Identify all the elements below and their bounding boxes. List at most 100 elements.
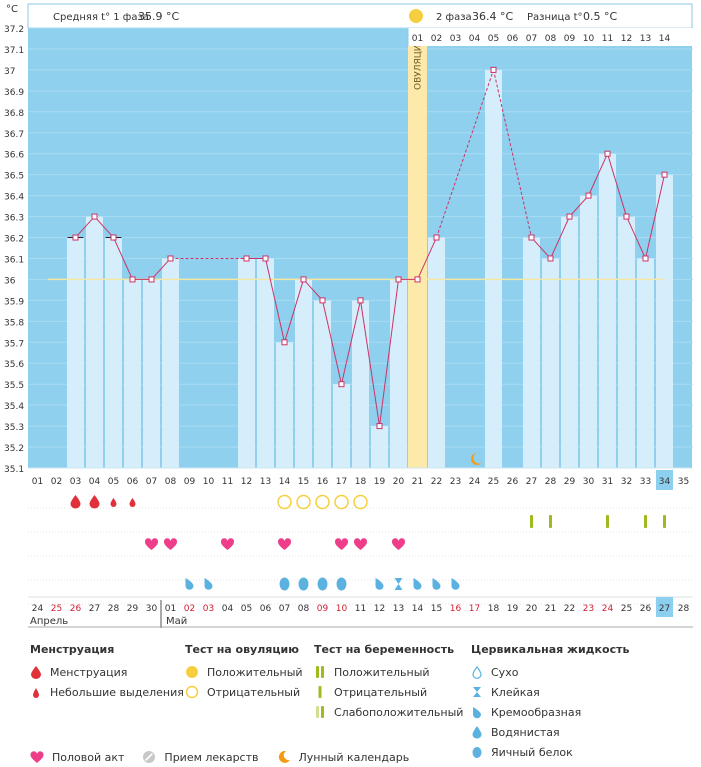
pregnancy-test-negative [606,515,609,528]
date-axis: 24 25 26 27 28 29 30 01 02 03 04 05 06 07 08 09 10 11 12 13… [28,596,693,628]
cervical-creamy [375,578,384,590]
temperature-point [91,213,98,220]
cycle-day-label: 13 [260,477,271,487]
temperature-bar [238,258,255,468]
cycle-day-label: 22 [431,477,442,487]
y-tick-label: 35.2 [4,444,24,454]
date-label: 13 [393,604,404,614]
temperature-segment [531,237,551,259]
date-label: 18 [488,604,500,614]
temperature-segment [550,216,570,259]
interpolated-segment [436,69,494,238]
legend-label: Отрицательный [207,685,301,699]
interpolated-segment [493,69,532,238]
legend-label: Положительный [334,665,430,679]
legend-ovulation-test: Тест на овуляцию Положительный Отрицател… [185,643,303,702]
temperature-line [75,69,665,427]
temperature-segment [75,216,95,238]
y-tick-label: 35.1 [4,465,24,475]
temperature-segment [588,153,608,196]
intercourse-heart [220,538,235,550]
temperature-segment [417,237,437,280]
date-label: 10 [336,604,348,614]
legend-menstruation: Менструация Менструация Небольшие выделе… [30,643,184,702]
cycle-day-label: 21 [412,477,423,487]
temperature-point [661,171,668,178]
temperature-point [414,276,421,283]
date-label: 21 [545,604,556,614]
cycle-day-label: 20 [393,477,405,487]
temperature-bar [580,195,597,468]
y-tick-label: 36.4 [4,193,24,203]
date-label: 06 [260,604,272,614]
temperature-bar [86,216,103,468]
y-tick-label: 37.2 [4,25,24,35]
empty-circle-icon [185,685,199,699]
pregnancy-test-negative [530,515,533,528]
legend-item-creamy: Кремообразная [471,702,629,722]
cycle-day-axis: 01 02 03 04 05 06 07 08 09 10 11 12 13 14 15 16 17 18 19 20… [28,467,693,490]
temperature-bar [162,258,179,468]
y-tick-label: 36.5 [4,172,24,182]
phase2-day-label: 04 [469,34,481,44]
date-label: 24 [602,604,614,614]
temperature-segment [322,300,342,385]
y-tick-label: 36.2 [4,235,24,245]
temperature-point [642,255,649,262]
y-axis: 35.1 35.2 35.3 35.4 35.5 35.6 35.7 35.8 35.9 36 36… [4,25,24,475]
menstruation-drop [89,495,100,509]
legend-item-dry: Сухо [471,662,629,682]
heart-icon [30,750,44,763]
ovulation-test-negative [315,494,330,510]
date-label: 19 [507,604,519,614]
date-label: 23 [583,604,594,614]
date-label: 15 [431,604,442,614]
ovulation-label: ОВУЛЯЦИЯ [414,38,424,90]
temperature-point [243,255,250,262]
legend-item-pregtest-negative: Отрицательный [314,682,463,702]
phase2-day-label: 05 [488,34,499,44]
temperature-bar [542,258,559,468]
cycle-day-label: 23 [450,477,461,487]
moon-icon [278,750,290,763]
cycle-day-label: 06 [127,477,139,487]
cycle-day-label: 07 [146,477,157,487]
diff-label: Разница t° [527,12,583,23]
unit-label: °C [6,4,18,15]
cycle-day-label: 32 [621,477,632,487]
cervical-eggwhite [317,577,328,591]
pill-icon [143,751,156,763]
cervical-creamy [204,578,213,590]
legend-label: Менструация [50,665,128,679]
temperature-segment [645,174,665,259]
date-label: 01 [165,604,176,614]
temperature-point [262,255,269,262]
legend-ovulation-test-title: Тест на овуляцию [185,643,299,656]
current-date-highlight [656,597,673,617]
temperature-bar [485,69,502,469]
phase2-day-row: 01 02 03 04 05 06 07 08 09 10 11 12 13 14 [407,28,693,46]
legend-label: Небольшие выделения [50,685,184,699]
blood-drop-icon [31,666,41,679]
temperature-segment [94,216,114,238]
temperature-bar [371,426,388,468]
ovulation-column: ОВУЛЯЦИЯ [408,28,427,468]
temperature-segment [607,153,627,217]
cycle-day-label: 30 [583,477,595,487]
legend-label: Яичный белок [491,745,573,759]
temperature-markers [67,66,668,465]
legend-item-pregtest-positive: Положительный [314,662,463,682]
cervical-creamy [432,578,441,590]
temperature-segment [360,300,380,427]
phase2-day-label: 14 [659,34,671,44]
current-day-highlight [656,470,673,490]
temperature-point [300,276,307,283]
legend-label: Клейкая [491,685,540,699]
temperature-point [72,234,79,241]
temperature-point [547,255,554,262]
month-label: Май [166,616,187,627]
cycle-day-label: 25 [488,477,499,487]
temperature-bar [637,258,654,468]
legend-bottom-row: Половой акт Прием лекарств Лунный календ… [30,747,409,767]
